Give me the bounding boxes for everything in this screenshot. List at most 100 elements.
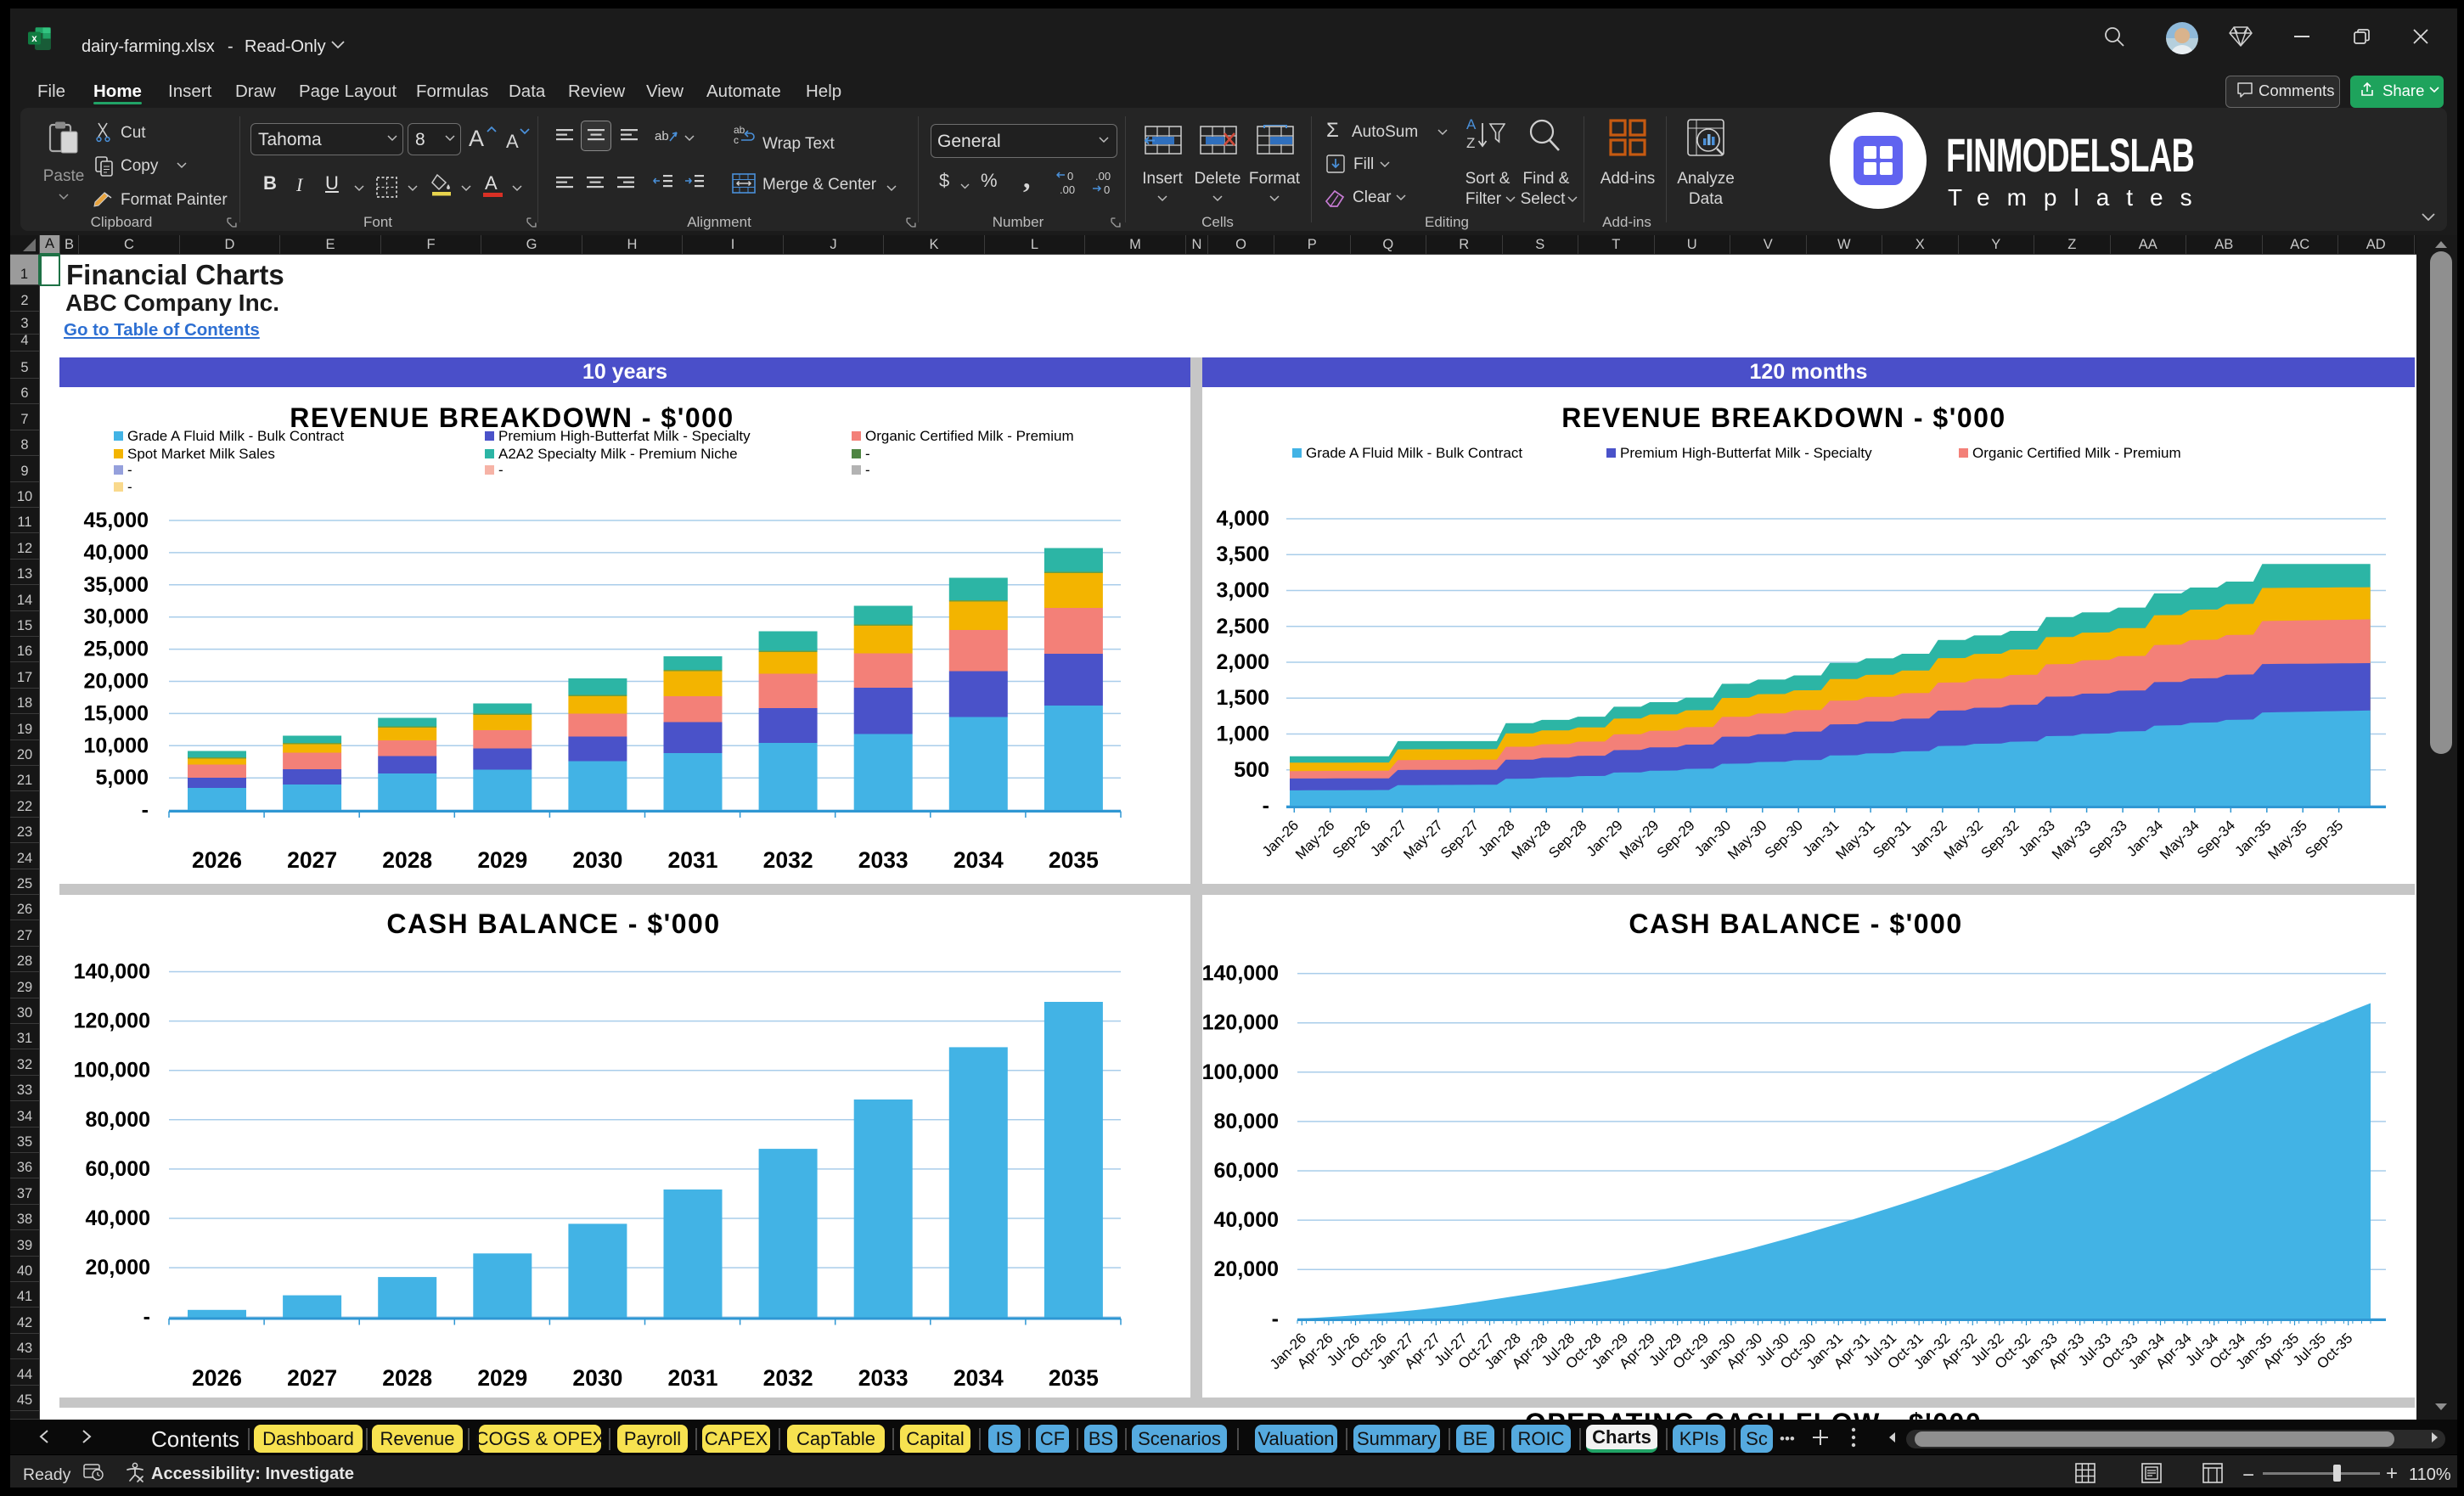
svg-text:Organic Certified Milk - Premi: Organic Certified Milk - Premium <box>1972 445 2181 461</box>
svg-text:2031: 2031 <box>668 1365 718 1391</box>
svg-text:-: - <box>142 798 149 822</box>
svg-text:2034: 2034 <box>954 847 1004 873</box>
svg-text:May-27: May-27 <box>1400 817 1446 863</box>
svg-text:2034: 2034 <box>954 1365 1004 1391</box>
svg-text:-: - <box>1272 1307 1279 1330</box>
svg-text:0: 0 <box>1104 183 1110 196</box>
svg-text:2028: 2028 <box>382 1365 432 1391</box>
svg-text:500: 500 <box>1234 758 1269 782</box>
svg-text:x: x <box>31 34 37 44</box>
svg-text:-: - <box>865 446 870 462</box>
svg-text:May-31: May-31 <box>1832 817 1878 863</box>
svg-text:2035: 2035 <box>1049 1365 1099 1391</box>
svg-text:60,000: 60,000 <box>86 1157 150 1181</box>
svg-text:Sep-34: Sep-34 <box>2194 817 2238 861</box>
svg-text:100,000: 100,000 <box>1202 1060 1279 1084</box>
svg-text:45,000: 45,000 <box>84 509 149 532</box>
svg-text:Sep-27: Sep-27 <box>1437 817 1482 861</box>
svg-text:-: - <box>143 1305 150 1329</box>
svg-text:25,000: 25,000 <box>84 638 149 661</box>
svg-text:Grade A Fluid Milk - Bulk Cont: Grade A Fluid Milk - Bulk Contract <box>127 428 344 444</box>
svg-text:Grade A Fluid Milk - Bulk Cont: Grade A Fluid Milk - Bulk Contract <box>1306 445 1522 461</box>
svg-text:15,000: 15,000 <box>84 701 149 725</box>
svg-text:May-33: May-33 <box>2049 817 2095 863</box>
svg-text:2033: 2033 <box>858 847 909 873</box>
svg-text:CASH BALANCE - $'000: CASH BALANCE - $'000 <box>1629 908 1962 939</box>
svg-text:A: A <box>1466 116 1477 132</box>
svg-text:Sep-30: Sep-30 <box>1762 817 1806 861</box>
svg-text:2,500: 2,500 <box>1216 615 1269 638</box>
svg-text:-: - <box>127 479 132 495</box>
svg-text:A2A2 Specialty Milk - Premium: A2A2 Specialty Milk - Premium Niche <box>498 446 738 462</box>
svg-text:Sep-35: Sep-35 <box>2302 817 2346 861</box>
svg-text:-: - <box>127 462 132 478</box>
svg-text:.00: .00 <box>1095 170 1111 183</box>
svg-text:120,000: 120,000 <box>74 1010 150 1033</box>
svg-text:May-28: May-28 <box>1509 817 1555 863</box>
svg-text:10,000: 10,000 <box>84 734 149 757</box>
svg-text:4,000: 4,000 <box>1216 507 1269 531</box>
svg-text:2035: 2035 <box>1049 847 1099 873</box>
svg-text:Organic Certified Milk - Premi: Organic Certified Milk - Premium <box>865 428 1074 444</box>
svg-text:40,000: 40,000 <box>86 1206 150 1230</box>
svg-text:ab: ab <box>734 124 745 136</box>
svg-text:c: c <box>734 134 739 146</box>
svg-text:2026: 2026 <box>192 1365 242 1391</box>
svg-text:2029: 2029 <box>477 847 527 873</box>
svg-text:5,000: 5,000 <box>95 766 149 790</box>
svg-text:80,000: 80,000 <box>86 1108 150 1132</box>
svg-text:2,000: 2,000 <box>1216 650 1269 674</box>
svg-text:Sep-26: Sep-26 <box>1330 817 1374 861</box>
svg-text:Sep-29: Sep-29 <box>1654 817 1698 861</box>
svg-text:3,500: 3,500 <box>1216 543 1269 566</box>
svg-text:-: - <box>1263 794 1269 818</box>
svg-text:-: - <box>865 462 870 478</box>
svg-text:Premium High-Butterfat Milk -: Premium High-Butterfat Milk - Specialty <box>1620 445 1872 461</box>
svg-text:140,000: 140,000 <box>74 960 150 984</box>
svg-text:2031: 2031 <box>668 847 718 873</box>
svg-text:Sep-32: Sep-32 <box>1977 817 2022 861</box>
svg-text:Z: Z <box>1466 135 1475 151</box>
svg-text:2027: 2027 <box>287 1365 337 1391</box>
svg-text:REVENUE BREAKDOWN - $'000: REVENUE BREAKDOWN - $'000 <box>290 402 734 433</box>
svg-text:30,000: 30,000 <box>84 605 149 629</box>
svg-text:2028: 2028 <box>382 847 432 873</box>
svg-text:Spot Market Milk Sales: Spot Market Milk Sales <box>127 446 275 462</box>
svg-text:40,000: 40,000 <box>1214 1208 1279 1232</box>
svg-text:60,000: 60,000 <box>1214 1159 1279 1183</box>
svg-text:20,000: 20,000 <box>1214 1257 1279 1281</box>
svg-text:20,000: 20,000 <box>86 1256 150 1279</box>
svg-text:CASH BALANCE - $'000: CASH BALANCE - $'000 <box>386 908 720 939</box>
svg-text:35,000: 35,000 <box>84 573 149 597</box>
svg-text:0: 0 <box>1067 170 1073 183</box>
svg-text:120,000: 120,000 <box>1202 1011 1279 1035</box>
svg-text:1,500: 1,500 <box>1216 686 1269 710</box>
svg-text:REVENUE BREAKDOWN - $'000: REVENUE BREAKDOWN - $'000 <box>1561 402 2006 433</box>
svg-text:2032: 2032 <box>763 1365 813 1391</box>
svg-text:1,000: 1,000 <box>1216 723 1269 746</box>
svg-text:40,000: 40,000 <box>84 541 149 565</box>
svg-text:2027: 2027 <box>287 847 337 873</box>
svg-text:-: - <box>498 462 503 478</box>
svg-text:2026: 2026 <box>192 847 242 873</box>
svg-text:Sep-33: Sep-33 <box>2086 817 2130 861</box>
svg-text:Sep-31: Sep-31 <box>1870 817 1914 861</box>
svg-text:.00: .00 <box>1060 183 1075 196</box>
svg-text:May-30: May-30 <box>1724 817 1770 863</box>
svg-text:May-26: May-26 <box>1292 817 1338 863</box>
svg-text:May-32: May-32 <box>1941 817 1987 863</box>
svg-text:2030: 2030 <box>572 1365 622 1391</box>
svg-text:2030: 2030 <box>572 847 622 873</box>
svg-text:2033: 2033 <box>858 1365 909 1391</box>
svg-text:20,000: 20,000 <box>84 670 149 694</box>
svg-text:140,000: 140,000 <box>1202 962 1279 986</box>
svg-text:Premium High-Butterfat Milk -: Premium High-Butterfat Milk - Specialty <box>498 428 751 444</box>
svg-text:ab: ab <box>655 129 669 143</box>
svg-text:Sep-28: Sep-28 <box>1545 817 1589 861</box>
svg-text:2029: 2029 <box>477 1365 527 1391</box>
svg-text:May-35: May-35 <box>2265 817 2311 863</box>
svg-text:May-29: May-29 <box>1617 817 1662 863</box>
svg-text:3,000: 3,000 <box>1216 579 1269 603</box>
svg-text:May-34: May-34 <box>2157 817 2202 863</box>
svg-text:100,000: 100,000 <box>74 1059 150 1083</box>
